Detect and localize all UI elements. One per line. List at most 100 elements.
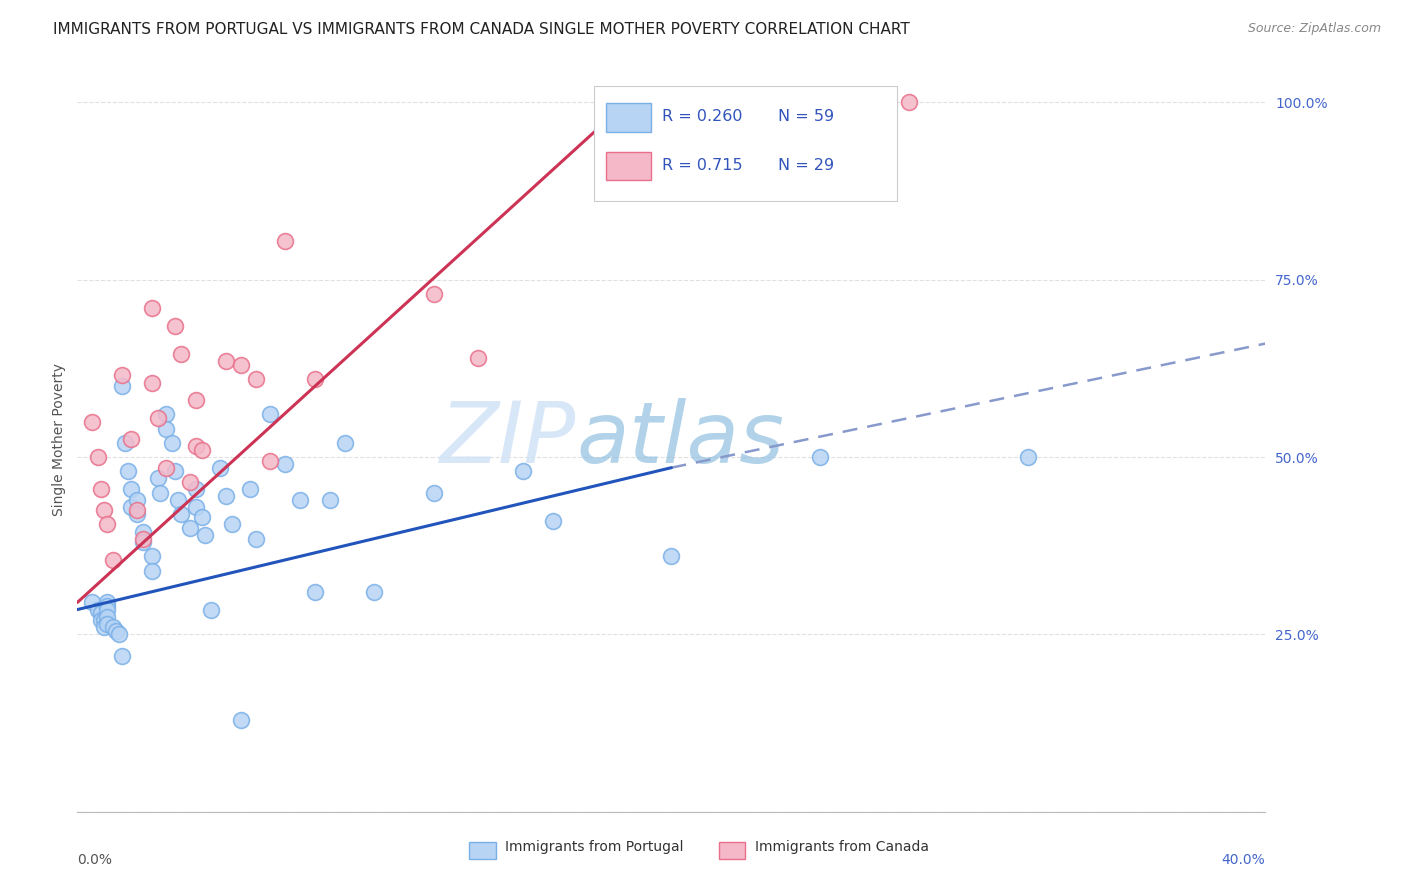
Point: [422, 286, 444, 301]
Point: [82, 415, 104, 429]
Point: [108, 627, 131, 641]
Point: [165, 464, 187, 478]
Point: [170, 347, 193, 361]
Point: [363, 584, 385, 599]
Point: [170, 507, 193, 521]
Point: [141, 549, 163, 564]
Point: [239, 482, 262, 496]
Text: 40.0%: 40.0%: [1222, 853, 1265, 867]
Point: [259, 453, 281, 467]
Point: [111, 379, 134, 393]
Point: [114, 435, 136, 450]
Point: [155, 422, 177, 436]
Point: [93, 613, 115, 627]
Point: [104, 624, 127, 638]
Point: [87, 602, 110, 616]
Text: R = 0.715: R = 0.715: [662, 158, 742, 173]
Point: [141, 564, 163, 578]
Point: [131, 524, 153, 539]
Point: [162, 435, 184, 450]
Point: [90, 606, 112, 620]
Point: [141, 376, 163, 390]
Point: [661, 549, 683, 564]
Point: [149, 485, 172, 500]
Text: Immigrants from Canada: Immigrants from Canada: [755, 839, 928, 854]
Y-axis label: Single Mother Poverty: Single Mother Poverty: [52, 363, 66, 516]
Point: [155, 408, 177, 422]
Text: N = 29: N = 29: [779, 158, 834, 173]
Point: [319, 492, 342, 507]
Point: [111, 368, 134, 383]
Point: [200, 602, 222, 616]
Point: [186, 393, 208, 408]
Point: [131, 532, 153, 546]
Point: [541, 514, 564, 528]
FancyBboxPatch shape: [470, 842, 495, 859]
Point: [191, 510, 214, 524]
Point: [96, 595, 118, 609]
Point: [82, 595, 104, 609]
Point: [304, 584, 326, 599]
Point: [125, 503, 148, 517]
Point: [229, 713, 252, 727]
Point: [259, 408, 281, 422]
Point: [1017, 450, 1039, 464]
Point: [167, 492, 190, 507]
Point: [229, 358, 252, 372]
Point: [131, 535, 153, 549]
Point: [96, 616, 118, 631]
Point: [96, 599, 118, 613]
Point: [155, 460, 177, 475]
Point: [146, 471, 169, 485]
Point: [186, 482, 208, 496]
Text: ZIP: ZIP: [440, 398, 576, 481]
Point: [808, 450, 831, 464]
Point: [146, 411, 169, 425]
Point: [221, 517, 243, 532]
Text: Immigrants from Portugal: Immigrants from Portugal: [505, 839, 683, 854]
Point: [179, 475, 201, 489]
Point: [288, 492, 311, 507]
Point: [90, 613, 112, 627]
Point: [179, 521, 201, 535]
Text: IMMIGRANTS FROM PORTUGAL VS IMMIGRANTS FROM CANADA SINGLE MOTHER POVERTY CORRELA: IMMIGRANTS FROM PORTUGAL VS IMMIGRANTS F…: [53, 22, 910, 37]
Point: [101, 553, 124, 567]
Point: [125, 492, 148, 507]
Point: [245, 372, 267, 386]
Point: [117, 464, 139, 478]
Point: [898, 95, 921, 110]
Point: [333, 435, 356, 450]
FancyBboxPatch shape: [606, 152, 651, 180]
Point: [215, 489, 238, 503]
Point: [245, 532, 267, 546]
Point: [120, 433, 142, 447]
Text: R = 0.260: R = 0.260: [662, 110, 742, 124]
Text: Source: ZipAtlas.com: Source: ZipAtlas.com: [1247, 22, 1381, 36]
Point: [186, 500, 208, 514]
Point: [165, 318, 187, 333]
Point: [422, 485, 444, 500]
Point: [208, 460, 231, 475]
Point: [90, 482, 112, 496]
Point: [304, 372, 326, 386]
Point: [87, 450, 110, 464]
Point: [512, 464, 534, 478]
Point: [120, 482, 142, 496]
Point: [120, 500, 142, 514]
Point: [111, 648, 134, 663]
FancyBboxPatch shape: [718, 842, 745, 859]
Point: [215, 354, 238, 368]
Point: [467, 351, 489, 365]
Point: [194, 528, 217, 542]
Point: [93, 620, 115, 634]
Text: N = 59: N = 59: [779, 110, 834, 124]
Point: [274, 457, 297, 471]
FancyBboxPatch shape: [606, 103, 651, 132]
FancyBboxPatch shape: [595, 86, 897, 201]
Point: [191, 442, 214, 457]
Point: [96, 602, 118, 616]
Point: [141, 301, 163, 315]
Point: [101, 620, 124, 634]
Point: [93, 503, 115, 517]
Point: [125, 507, 148, 521]
